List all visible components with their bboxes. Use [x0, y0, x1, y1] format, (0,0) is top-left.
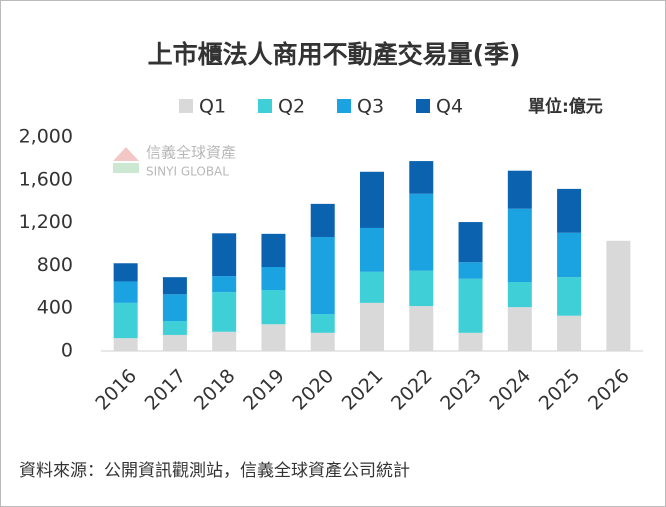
bar-segment [261, 290, 286, 325]
bar-segment [113, 263, 138, 282]
y-tick-label: 2,000 [19, 126, 73, 148]
bar-segment [310, 203, 335, 238]
y-tick-label: 1,200 [19, 211, 73, 233]
legend-swatch [258, 99, 272, 113]
y-tick-label: 400 [37, 297, 73, 319]
bar-segment [261, 267, 286, 291]
legend-label: Q1 [199, 96, 226, 118]
bar-segment [360, 271, 384, 303]
bar-segment [409, 306, 434, 351]
legend-label: Q4 [436, 96, 463, 118]
bar-segment [409, 193, 434, 271]
legend-swatch [179, 99, 193, 113]
bar-segment [212, 233, 237, 277]
bar-segment [162, 334, 187, 351]
watermark-logo [113, 163, 139, 173]
y-tick-label: 800 [37, 254, 73, 276]
legend-swatch [416, 99, 430, 113]
y-tick-label: 0 [61, 340, 73, 362]
x-tick-label: 2024 [485, 365, 535, 415]
bar-segment [507, 170, 532, 209]
x-tick-label: 2023 [436, 365, 486, 415]
bar-segment [113, 281, 138, 303]
bar-segment [113, 338, 138, 351]
bar-segment [606, 240, 631, 351]
x-tick-label: 2020 [288, 365, 338, 415]
bar-segment [212, 292, 237, 332]
bar-segment [261, 324, 286, 351]
bar-segment [409, 270, 434, 307]
x-tick-label: 2021 [338, 365, 388, 415]
bar-segment [557, 277, 582, 316]
watermark-logo [113, 147, 139, 161]
bar-segment [162, 294, 187, 322]
source-note: 資料來源：公開資訊觀測站，信義全球資產公司統計 [19, 461, 410, 481]
bar-segment [557, 315, 582, 351]
x-tick-label: 2025 [535, 365, 585, 415]
bar-segment [360, 302, 384, 351]
watermark-text: SINYI GLOBAL [146, 165, 229, 179]
unit-label: 單位:億元 [528, 96, 603, 117]
watermark-text: 信義全球資產 [146, 144, 236, 162]
bar-segment [507, 208, 532, 282]
bar-segment [458, 332, 483, 351]
x-tick-label: 2017 [141, 365, 191, 415]
bar-segment [162, 277, 187, 295]
x-tick-label: 2019 [239, 365, 289, 415]
x-tick-label: 2016 [91, 365, 141, 415]
bar-segment [360, 227, 384, 272]
bar-segment [507, 307, 532, 351]
bar-segment [557, 232, 582, 278]
bar-segment [507, 281, 532, 308]
bar-segment [310, 237, 335, 315]
x-tick-label: 2018 [190, 365, 240, 415]
legend-swatch [337, 99, 351, 113]
x-tick-label: 2022 [387, 365, 437, 415]
legend-label: Q3 [357, 96, 384, 118]
bar-segment [261, 233, 286, 268]
watermark: 信義全球資產 SINYI GLOBAL [113, 144, 236, 179]
bar-segment [458, 262, 483, 279]
bar-segment [212, 276, 237, 293]
bar-segment [409, 161, 434, 194]
bar-segment [310, 332, 335, 351]
bar-segment [310, 314, 335, 333]
bar-segment [212, 331, 237, 351]
bar-segment [557, 188, 582, 233]
chart-title: 上市櫃法人商用不動產交易量(季) [148, 40, 521, 69]
y-tick-label: 1,600 [19, 168, 73, 190]
x-tick-label: 2026 [584, 365, 634, 415]
bar-segment [458, 278, 483, 333]
bar-segment [113, 302, 138, 339]
bar-segment [360, 171, 384, 228]
legend-label: Q2 [278, 96, 305, 118]
bar-segment [162, 321, 187, 335]
bar-segment [458, 222, 483, 263]
